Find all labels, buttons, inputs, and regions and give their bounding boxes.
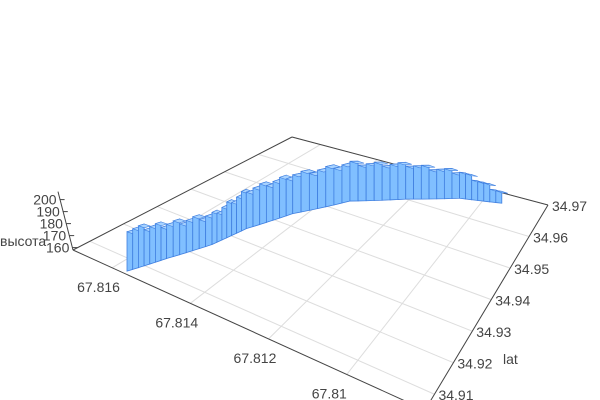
bar	[192, 214, 200, 252]
bar	[459, 171, 467, 200]
bar	[325, 164, 335, 208]
z-axis-title: высота	[0, 233, 46, 249]
bar	[471, 179, 479, 201]
bar	[198, 217, 207, 250]
bar	[155, 221, 162, 263]
bar	[231, 199, 237, 237]
bar-top	[154, 221, 168, 227]
bar	[149, 224, 156, 265]
bar	[317, 167, 327, 210]
bar-top	[421, 164, 436, 168]
bar	[483, 182, 491, 203]
bars	[126, 160, 508, 272]
x-tick-label: 67.816	[77, 279, 120, 295]
z-tick-label: 200	[33, 192, 57, 208]
bar-top	[483, 182, 496, 187]
bar	[333, 166, 343, 206]
bar	[397, 161, 407, 200]
grid-line-x	[346, 189, 492, 375]
bar	[465, 173, 473, 201]
bar	[443, 168, 453, 200]
axis-line	[430, 204, 549, 400]
bar	[205, 213, 213, 248]
y-tick-label: 34.94	[495, 293, 530, 309]
bar	[477, 181, 485, 202]
bar	[405, 165, 414, 200]
bar	[172, 218, 181, 258]
bar-top	[374, 161, 389, 165]
y-tick-label: 34.95	[514, 261, 549, 277]
bar-top	[465, 173, 478, 177]
bar	[160, 225, 168, 261]
bar	[185, 217, 194, 254]
bar	[420, 164, 430, 200]
y-tick-label: 34.91	[438, 387, 473, 400]
y-axis-title: lat	[503, 351, 518, 367]
axis-line	[72, 136, 293, 251]
bar	[357, 164, 367, 202]
bar	[365, 163, 375, 202]
x-tick-label: 67.814	[155, 314, 198, 330]
y-tick-label: 34.96	[533, 230, 568, 246]
bar-top	[397, 162, 412, 166]
z-tick-label: 170	[43, 228, 67, 244]
z-axis-line	[57, 191, 74, 251]
grid-line-lat	[89, 240, 435, 395]
z-tick-label: 180	[40, 216, 64, 232]
bar-top	[349, 160, 365, 164]
bar	[216, 210, 223, 243]
bar	[241, 188, 247, 232]
bar-top	[172, 218, 187, 224]
bar	[381, 165, 391, 201]
x-tick-label: 67.81	[312, 385, 347, 400]
bar	[436, 168, 445, 200]
x-tick-label: 67.812	[234, 350, 277, 366]
bar-top	[137, 223, 152, 229]
bar-top	[299, 169, 317, 174]
bar	[279, 174, 287, 219]
bar	[265, 182, 274, 223]
bar	[285, 176, 294, 217]
bar	[132, 226, 139, 270]
bar	[259, 181, 267, 226]
bar	[211, 209, 218, 246]
bar-top	[444, 168, 459, 171]
bar	[272, 178, 281, 221]
bar	[341, 162, 351, 204]
bar	[166, 222, 174, 260]
bar	[126, 229, 134, 272]
bar	[389, 163, 399, 201]
z-tick-label: 190	[36, 204, 60, 220]
bar	[245, 189, 254, 230]
grid-line-x	[268, 174, 435, 340]
bar	[428, 169, 438, 200]
bar	[292, 172, 302, 215]
bar	[226, 199, 233, 239]
tick-labels: 34.91 34.92 34.93 34.94 34.95 34.96 34.97 67.81…	[33, 192, 587, 400]
y-tick-label: 34.97	[552, 198, 587, 214]
bar	[451, 172, 460, 199]
bar	[236, 194, 242, 234]
bar	[300, 169, 310, 213]
bar	[138, 223, 145, 269]
bar	[143, 227, 151, 267]
bar-top	[191, 214, 207, 220]
y-tick-label: 34.93	[476, 324, 511, 340]
y-tick-label: 34.92	[457, 356, 492, 372]
z-tick-label: 160	[46, 240, 70, 256]
bar	[373, 161, 383, 201]
bar	[252, 185, 261, 228]
bar	[179, 221, 187, 256]
axis-line	[72, 249, 405, 400]
bar	[413, 165, 422, 200]
bar	[221, 204, 228, 241]
bar	[349, 160, 359, 202]
bar	[308, 171, 319, 211]
bar-top	[495, 190, 508, 194]
